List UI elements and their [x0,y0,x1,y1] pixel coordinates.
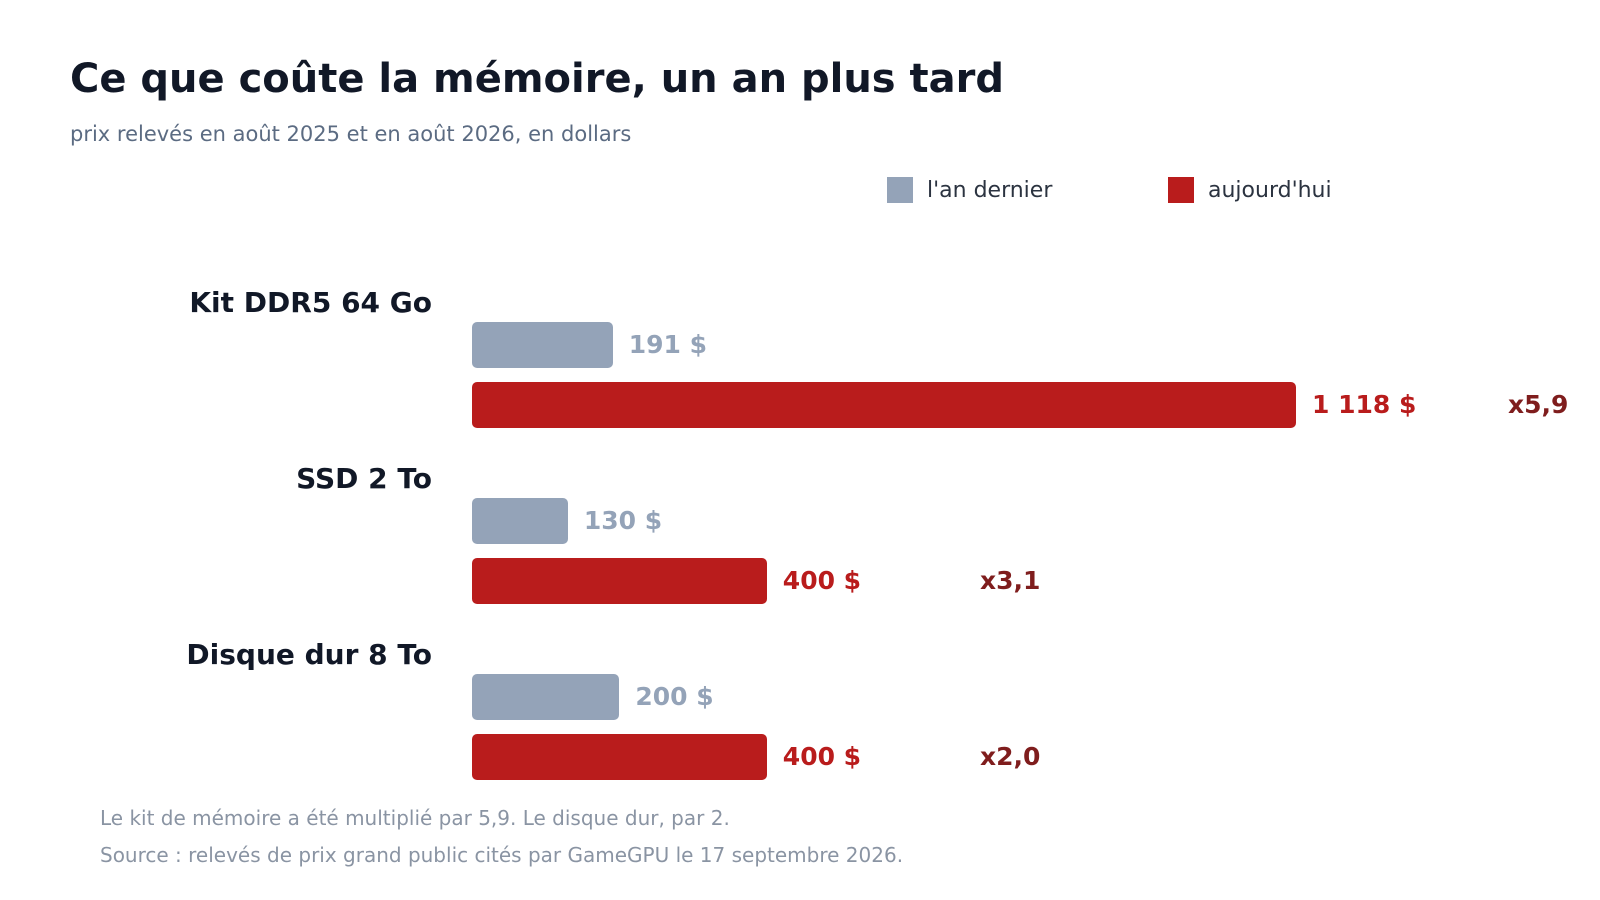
legend-label-today: aujourd'hui [1208,177,1332,203]
chart-subtitle: prix relevés en août 2025 et en août 202… [70,122,632,146]
ratio-label-ddr5: x5,9 [1508,390,1569,419]
value-label-today-hdd: 400 $ [782,742,862,771]
ratio-label-ssd: x3,1 [980,566,1041,595]
category-label-hdd: Disque dur 8 To [186,638,432,671]
legend-item-last-year: l'an dernier [887,176,1052,204]
bar-last-year-hdd [472,674,620,720]
category-label-ddr5: Kit DDR5 64 Go [189,286,432,319]
bar-today-hdd [472,734,767,780]
ratio-label-hdd: x2,0 [980,742,1041,771]
bar-last-year-ddr5 [472,322,613,368]
value-label-last-year-ddr5: 191 $ [628,330,708,359]
bar-today-ddr5 [472,382,1296,428]
value-label-today-ddr5: 1 118 $ [1312,390,1417,419]
value-label-last-year-hdd: 200 $ [635,682,714,711]
value-label-last-year-ssd: 130 $ [583,506,663,535]
bar-last-year-ssd [472,498,568,544]
footnote-summary: Le kit de mémoire a été multiplié par 5,… [100,806,730,830]
value-label-today-ssd: 400 $ [782,566,862,595]
bar-today-ssd [472,558,767,604]
legend-item-today: aujourd'hui [1168,176,1332,204]
category-label-ssd: SSD 2 To [296,462,432,495]
legend-swatch-last-year [887,177,913,203]
legend-swatch-today [1168,177,1194,203]
chart-title: Ce que coûte la mémoire, un an plus tard [70,56,1005,102]
legend-label-last-year: l'an dernier [927,177,1053,203]
footnote-source: Source : relevés de prix grand public ci… [100,843,904,867]
